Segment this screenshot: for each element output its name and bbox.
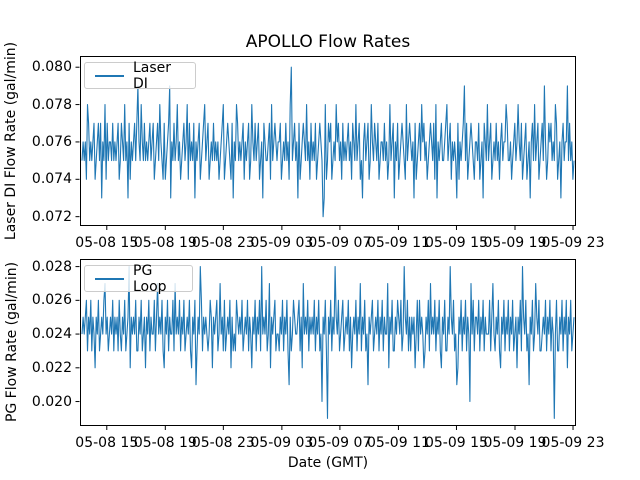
x-tick-label: 05-09 07 xyxy=(308,435,372,451)
y-tick-label: 0.028 xyxy=(31,258,72,275)
chart-title: APOLLO Flow Rates xyxy=(245,32,411,52)
x-tick-label: 05-08 15 xyxy=(75,435,139,451)
y-tick-label: 0.024 xyxy=(31,326,72,343)
x-tick-label: 05-09 15 xyxy=(424,235,488,251)
legend-laser-di: Laser DI xyxy=(84,59,196,92)
pg-loop-line xyxy=(81,266,575,419)
legend-label: Laser DI xyxy=(133,59,172,92)
x-tick-label: 05-09 15 xyxy=(424,435,488,451)
axes-frame xyxy=(80,56,576,226)
axes-frame xyxy=(80,259,576,426)
legend-line-sample xyxy=(95,74,124,77)
x-tick-label: 05-09 23 xyxy=(541,235,605,251)
y-tick-label: 0.026 xyxy=(31,292,72,309)
y-tick-label: 0.072 xyxy=(31,208,72,225)
x-tick-label: 05-09 19 xyxy=(483,235,547,251)
y-tick-label: 0.078 xyxy=(31,96,72,113)
x-tick-label: 05-08 19 xyxy=(133,235,197,251)
x-tick-label: 05-08 19 xyxy=(133,435,197,451)
y-tick-label: 0.020 xyxy=(31,393,72,410)
plot-area-laser-di xyxy=(75,56,576,230)
x-tick-label: 05-09 11 xyxy=(366,435,430,451)
y-tick-label: 0.074 xyxy=(31,171,72,188)
x-tick-label: 05-08 15 xyxy=(75,235,139,251)
y-tick-label: 0.080 xyxy=(31,59,72,76)
legend-line-sample xyxy=(95,277,124,280)
x-tick-label: 05-09 03 xyxy=(250,235,314,251)
legend-pg-loop: PG Loop xyxy=(84,262,193,295)
x-tick-label: 05-08 23 xyxy=(191,235,255,251)
x-axis-label: Date (GMT) xyxy=(287,455,369,471)
x-tick-label: 05-09 19 xyxy=(483,435,547,451)
y-tick-label: 0.022 xyxy=(31,359,72,376)
x-tick-label: 05-09 03 xyxy=(250,435,314,451)
x-tick-label: 05-08 23 xyxy=(191,435,255,451)
plot-area-pg-loop xyxy=(75,259,576,430)
x-tick-label: 05-09 11 xyxy=(366,235,430,251)
laser-di-line xyxy=(81,66,575,218)
y-tick-label: 0.076 xyxy=(31,133,72,150)
x-tick-label: 05-09 07 xyxy=(308,235,372,251)
x-tick-label: 05-09 23 xyxy=(541,435,605,451)
legend-label: PG Loop xyxy=(133,262,167,295)
